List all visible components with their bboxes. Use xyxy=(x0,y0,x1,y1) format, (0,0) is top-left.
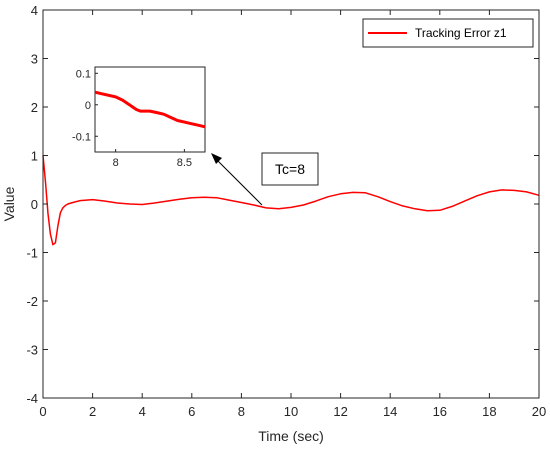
y-tick-label: -3 xyxy=(26,343,38,358)
inset-y-tick-label: 0.1 xyxy=(76,68,91,80)
y-tick-label: -2 xyxy=(26,294,38,309)
legend: Tracking Error z1 xyxy=(362,18,534,48)
x-tick-label: 16 xyxy=(433,404,447,419)
x-tick-label: 20 xyxy=(532,404,546,419)
annotation-tc: Tc=8 xyxy=(211,152,319,206)
main-series-group xyxy=(42,155,540,246)
y-tick-label: -1 xyxy=(26,246,38,261)
x-tick-label: 12 xyxy=(333,404,347,419)
x-tick-label: 2 xyxy=(89,404,96,419)
inset-y-tick-label: 0 xyxy=(85,100,91,112)
inset-zoom: 8 8.5 0.1 0 -0.1 xyxy=(72,66,206,169)
x-tick-label: 0 xyxy=(39,404,46,419)
y-tick-label: 3 xyxy=(31,52,38,67)
inset-series-line xyxy=(94,90,206,129)
x-tick-label: 6 xyxy=(188,404,195,419)
y-tick-label: 1 xyxy=(31,149,38,164)
inset-box xyxy=(94,66,206,153)
y-tick-label: -4 xyxy=(26,391,38,406)
inset-x-tick-label: 8.5 xyxy=(177,157,192,169)
legend-label: Tracking Error z1 xyxy=(415,26,507,40)
inset-series-group xyxy=(94,90,206,129)
inset-y-tick-label: -0.1 xyxy=(72,131,91,143)
y-tick-label: 2 xyxy=(31,100,38,115)
y-axis-title: Value xyxy=(1,186,17,221)
inset-axis-ticks: 8 8.5 0.1 0 -0.1 xyxy=(72,68,192,169)
annotation-text: Tc=8 xyxy=(275,161,305,177)
inset-x-tick-label: 8 xyxy=(113,157,119,169)
x-tick-label: 4 xyxy=(139,404,146,419)
annotation-arrow-head xyxy=(211,153,222,164)
x-tick-label: 18 xyxy=(482,404,496,419)
x-axis-title: Time (sec) xyxy=(258,428,324,444)
x-tick-label: 8 xyxy=(238,404,245,419)
series-line-tracking-error-z1 xyxy=(42,155,540,246)
annotation-box xyxy=(261,152,319,186)
x-tick-label: 10 xyxy=(284,404,298,419)
annotation-arrow-line xyxy=(212,155,263,206)
y-tick-label: 4 xyxy=(31,3,38,18)
x-tick-label: 14 xyxy=(383,404,397,419)
y-tick-label: 0 xyxy=(31,197,38,212)
